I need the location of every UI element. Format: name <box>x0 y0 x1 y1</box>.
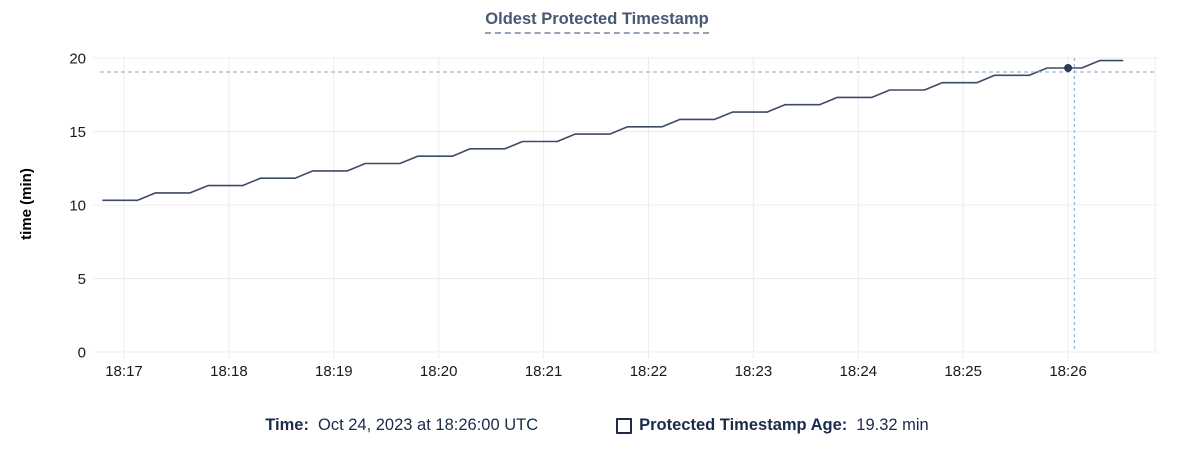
x-tick-label: 18:25 <box>944 363 982 380</box>
y-axis-title: time (min) <box>18 168 35 240</box>
legend-series-label: Protected Timestamp Age: <box>639 416 848 434</box>
series-line <box>102 59 1124 202</box>
y-tick-label: 0 <box>78 345 86 362</box>
x-tick-label: 18:26 <box>1049 363 1087 380</box>
x-tick-label: 18:17 <box>105 363 143 380</box>
x-tick-label: 18:23 <box>735 363 773 380</box>
chart-canvas[interactable]: 0 5 10 15 20 18:17 18:18 18:19 18:20 18:21 18:22 18… <box>0 0 1194 400</box>
y-tick-label: 5 <box>78 271 86 288</box>
y-tick-label: 20 <box>69 51 86 68</box>
x-tick-label: 18:18 <box>210 363 248 380</box>
y-tick-label: 15 <box>69 124 86 141</box>
x-tick-label: 18:22 <box>630 363 668 380</box>
y-tick-label: 10 <box>69 198 86 215</box>
chart-title[interactable]: Oldest Protected Timestamp <box>485 10 709 34</box>
x-tick-label: 18:19 <box>315 363 353 380</box>
x-tick-label: 18:24 <box>840 363 878 380</box>
chart-legend: Time: Oct 24, 2023 at 18:26:00 UTC Prote… <box>0 416 1194 435</box>
chart-title-row: Oldest Protected Timestamp <box>0 10 1194 34</box>
legend-series-value: 19.32 min <box>856 416 929 434</box>
x-tick-label: 18:21 <box>525 363 563 380</box>
series-toggle-checkbox[interactable] <box>616 417 633 434</box>
hover-dot <box>1064 64 1073 72</box>
legend-time-value: Oct 24, 2023 at 18:26:00 UTC <box>317 416 539 434</box>
legend-time-label: Time: <box>265 416 309 434</box>
x-tick-label: 18:20 <box>420 363 458 380</box>
